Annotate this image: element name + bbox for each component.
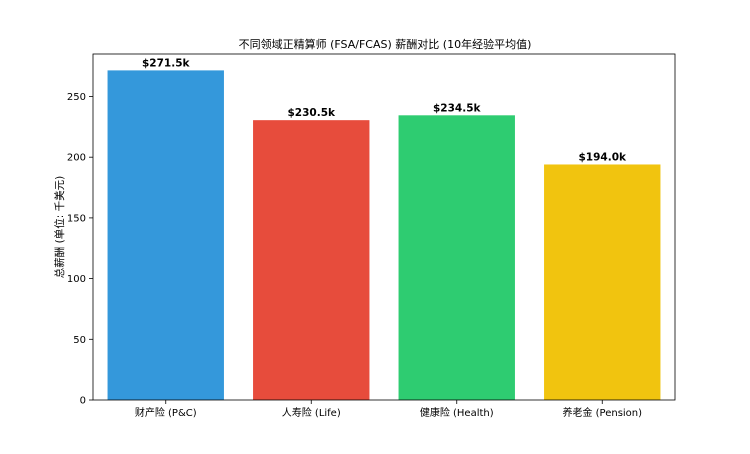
x-tick-label-3: 养老金 (Pension) bbox=[562, 406, 642, 419]
y-tick-label-5: 250 bbox=[67, 92, 86, 103]
data-label-3: $194.0k bbox=[578, 151, 627, 163]
y-tick-label-1: 50 bbox=[73, 335, 86, 346]
x-tick-label-2: 健康险 (Health) bbox=[420, 406, 494, 419]
bar-0 bbox=[107, 70, 224, 401]
y-tick-label-2: 100 bbox=[67, 274, 86, 285]
y-tick-label-4: 200 bbox=[67, 153, 86, 164]
bar-2 bbox=[398, 115, 515, 400]
data-label-1: $230.5k bbox=[287, 107, 336, 119]
x-tick-label-0: 财产险 (P&C) bbox=[135, 406, 197, 419]
plot-frame bbox=[92, 53, 676, 401]
bar-1 bbox=[253, 120, 370, 400]
y-tick-label-3: 150 bbox=[67, 213, 86, 224]
y-axis-label: 总薪酬 (单位: 千美元) bbox=[53, 176, 66, 278]
y-tick-label-0: 0 bbox=[80, 396, 86, 407]
chart-title: 不同领域正精算师 (FSA/FCAS) 薪酬对比 (10年经验平均值) bbox=[239, 37, 532, 51]
data-label-2: $234.5k bbox=[433, 102, 482, 114]
data-label-0: $271.5k bbox=[142, 57, 191, 69]
x-tick-label-1: 人寿险 (Life) bbox=[282, 406, 341, 419]
bar-3 bbox=[544, 164, 661, 400]
